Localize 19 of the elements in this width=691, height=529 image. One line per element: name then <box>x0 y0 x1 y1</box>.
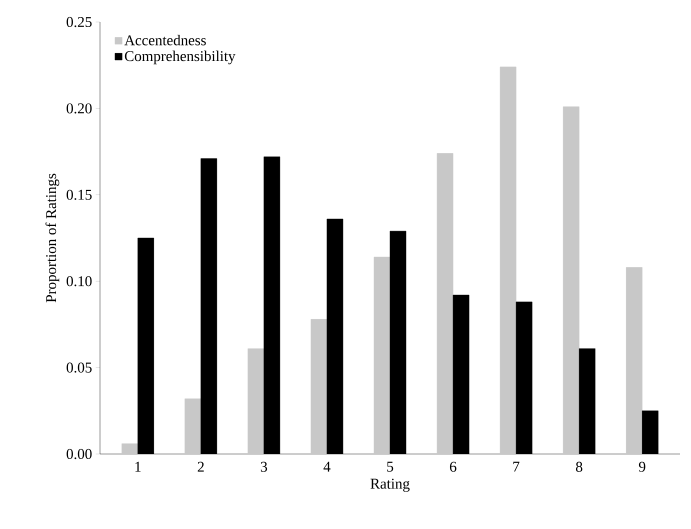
x-tick-label: 8 <box>576 462 582 472</box>
x-tick-label: 3 <box>260 462 268 472</box>
x-tick-label: 6 <box>450 462 456 472</box>
y-tick-label: 0.05 <box>66 362 92 373</box>
y-tick-label: 0.25 <box>66 16 92 28</box>
x-tick-label: 5 <box>387 462 394 472</box>
x-axis-title: Rating <box>370 478 410 492</box>
y-tick-label: 0.00 <box>66 448 92 460</box>
x-tick-label: 7 <box>513 462 520 472</box>
x-tick-label: 4 <box>324 462 330 472</box>
x-tick-label: 1 <box>135 462 141 472</box>
y-tick-label: 0.10 <box>66 276 92 286</box>
legend-label: Comprehensibility <box>124 50 236 64</box>
x-tick-label: 2 <box>198 462 204 472</box>
y-axis-title: Proportion of Ratings <box>45 174 60 302</box>
y-tick-label: 0.20 <box>66 103 92 114</box>
legend-label: Accentedness <box>124 34 206 46</box>
y-tick-label: 0.15 <box>66 190 92 200</box>
x-tick-label: 9 <box>638 462 646 472</box>
